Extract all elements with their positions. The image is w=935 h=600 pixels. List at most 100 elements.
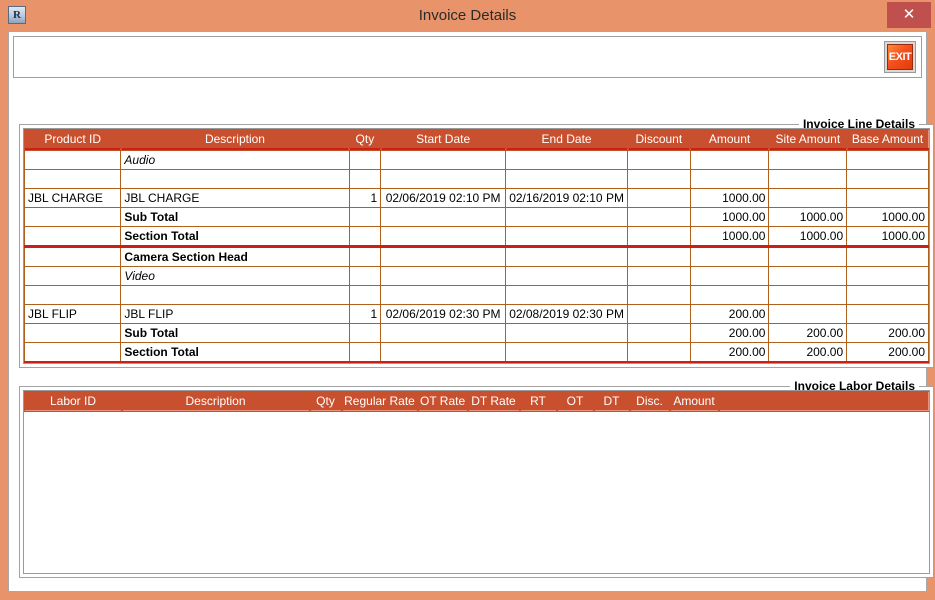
table-cell[interactable]: 02/08/2019 02:30 PM	[505, 304, 629, 324]
table-row[interactable]: Video	[24, 266, 929, 286]
table-cell[interactable]	[348, 266, 382, 286]
table-cell[interactable]: Sub Total	[120, 323, 350, 343]
table-row[interactable]: Sub Total 1000.00 1000.00 1000.00	[24, 207, 929, 227]
table-cell[interactable]	[120, 285, 350, 305]
table-cell[interactable]	[768, 169, 848, 189]
table-cell[interactable]	[24, 285, 122, 305]
table-cell[interactable]	[380, 285, 507, 305]
table-cell[interactable]: Audio	[120, 148, 350, 170]
table-row[interactable]: Section Total 200.00 200.00 200.00	[24, 342, 929, 363]
table-cell[interactable]	[505, 323, 629, 343]
table-cell[interactable]	[689, 148, 770, 170]
table-cell[interactable]	[846, 148, 929, 170]
table-cell[interactable]	[768, 148, 848, 170]
table-cell[interactable]	[348, 285, 382, 305]
table-cell[interactable]: Section Total	[120, 226, 350, 248]
table-row[interactable]: Section Total 1000.00 1000.00 1000.00	[24, 226, 929, 248]
table-row[interactable]: JBL FLIP JBL FLIP 1 02/06/2019 02:30 PM 02/0…	[24, 304, 929, 324]
table-cell[interactable]	[24, 207, 122, 227]
column-header[interactable]: Amount	[668, 391, 720, 412]
table-cell[interactable]	[627, 323, 691, 343]
table-cell[interactable]	[120, 169, 350, 189]
table-cell[interactable]	[380, 226, 507, 248]
table-cell[interactable]	[768, 304, 848, 324]
table-cell[interactable]	[380, 169, 507, 189]
column-header[interactable]: RT	[518, 391, 558, 412]
table-cell[interactable]: Section Total	[120, 342, 350, 363]
table-cell[interactable]: 02/16/2019 02:10 PM	[505, 188, 629, 208]
table-cell[interactable]: 200.00	[768, 323, 848, 343]
table-row[interactable]	[24, 285, 929, 305]
table-cell[interactable]	[24, 323, 122, 343]
table-row[interactable]: Sub Total 200.00 200.00 200.00	[24, 323, 929, 343]
table-cell[interactable]	[24, 342, 122, 363]
table-row[interactable]	[24, 169, 929, 189]
table-cell[interactable]	[627, 245, 691, 267]
table-cell[interactable]	[846, 188, 929, 208]
column-header[interactable]: Qty	[348, 129, 382, 151]
table-cell[interactable]	[846, 169, 929, 189]
table-row[interactable]: Camera Section Head	[24, 245, 929, 267]
table-cell[interactable]	[505, 266, 629, 286]
table-cell[interactable]	[505, 148, 629, 170]
table-cell[interactable]	[348, 148, 382, 170]
table-cell[interactable]: 1000.00	[768, 207, 848, 227]
column-header[interactable]: Base Amount	[845, 129, 929, 151]
column-header[interactable]: Regular Rate	[340, 391, 419, 412]
table-cell[interactable]: JBL FLIP	[24, 304, 122, 324]
column-header[interactable]: OT	[555, 391, 595, 412]
table-cell[interactable]	[689, 266, 770, 286]
table-cell[interactable]	[627, 148, 691, 170]
table-cell[interactable]	[689, 169, 770, 189]
table-cell[interactable]	[846, 285, 929, 305]
table-cell[interactable]	[348, 323, 382, 343]
table-cell[interactable]: 1000.00	[846, 207, 929, 227]
column-header[interactable]: Amount	[689, 129, 770, 151]
table-cell[interactable]	[689, 245, 770, 267]
table-cell[interactable]: Video	[120, 266, 350, 286]
table-cell[interactable]: 1000.00	[689, 226, 770, 248]
table-cell[interactable]	[627, 304, 691, 324]
table-cell[interactable]	[627, 226, 691, 248]
column-header[interactable]: Qty	[308, 391, 343, 412]
table-cell[interactable]	[505, 169, 629, 189]
table-cell[interactable]: Sub Total	[120, 207, 350, 227]
table-cell[interactable]	[380, 245, 507, 267]
table-cell[interactable]	[505, 285, 629, 305]
close-icon[interactable]: ✕	[887, 2, 931, 28]
table-cell[interactable]: 200.00	[689, 342, 770, 363]
table-cell[interactable]: 200.00	[689, 304, 770, 324]
column-header[interactable]: Labor ID	[24, 391, 123, 412]
table-cell[interactable]	[380, 266, 507, 286]
column-header[interactable]: Disc.	[628, 391, 671, 412]
table-cell[interactable]	[24, 148, 122, 170]
column-header[interactable]: Site Amount	[767, 129, 848, 151]
table-cell[interactable]: 200.00	[768, 342, 848, 363]
column-header[interactable]: Description	[119, 129, 351, 151]
table-cell[interactable]	[24, 245, 122, 267]
table-cell[interactable]	[768, 188, 848, 208]
column-header[interactable]: Start Date	[379, 129, 507, 151]
table-cell[interactable]: 1	[348, 188, 382, 208]
table-cell[interactable]	[627, 188, 691, 208]
table-row[interactable]: Audio	[24, 148, 929, 170]
table-cell[interactable]	[24, 226, 122, 248]
table-cell[interactable]	[348, 226, 382, 248]
table-cell[interactable]	[505, 226, 629, 248]
table-cell[interactable]	[380, 323, 507, 343]
table-row[interactable]: JBL CHARGE JBL CHARGE 1 02/06/2019 02:10 PM…	[24, 188, 929, 208]
invoice-labor-details-grid[interactable]: Labor ID Description Qty Regular Rate OT Rat…	[23, 390, 930, 574]
table-cell[interactable]	[768, 285, 848, 305]
table-cell[interactable]	[348, 342, 382, 363]
invoice-line-details-grid[interactable]: Product ID Description Qty Start Date End Da…	[23, 128, 930, 364]
table-cell[interactable]	[627, 207, 691, 227]
table-cell[interactable]	[505, 342, 629, 363]
table-cell[interactable]	[505, 207, 629, 227]
table-cell[interactable]	[348, 245, 382, 267]
column-header[interactable]: End Date	[504, 129, 629, 151]
column-header[interactable]: Discount	[626, 129, 692, 151]
column-header[interactable]: DT Rate	[466, 391, 521, 412]
table-cell[interactable]: JBL CHARGE	[120, 188, 350, 208]
column-header[interactable]: DT	[592, 391, 631, 412]
column-header[interactable]: Description	[120, 391, 311, 412]
